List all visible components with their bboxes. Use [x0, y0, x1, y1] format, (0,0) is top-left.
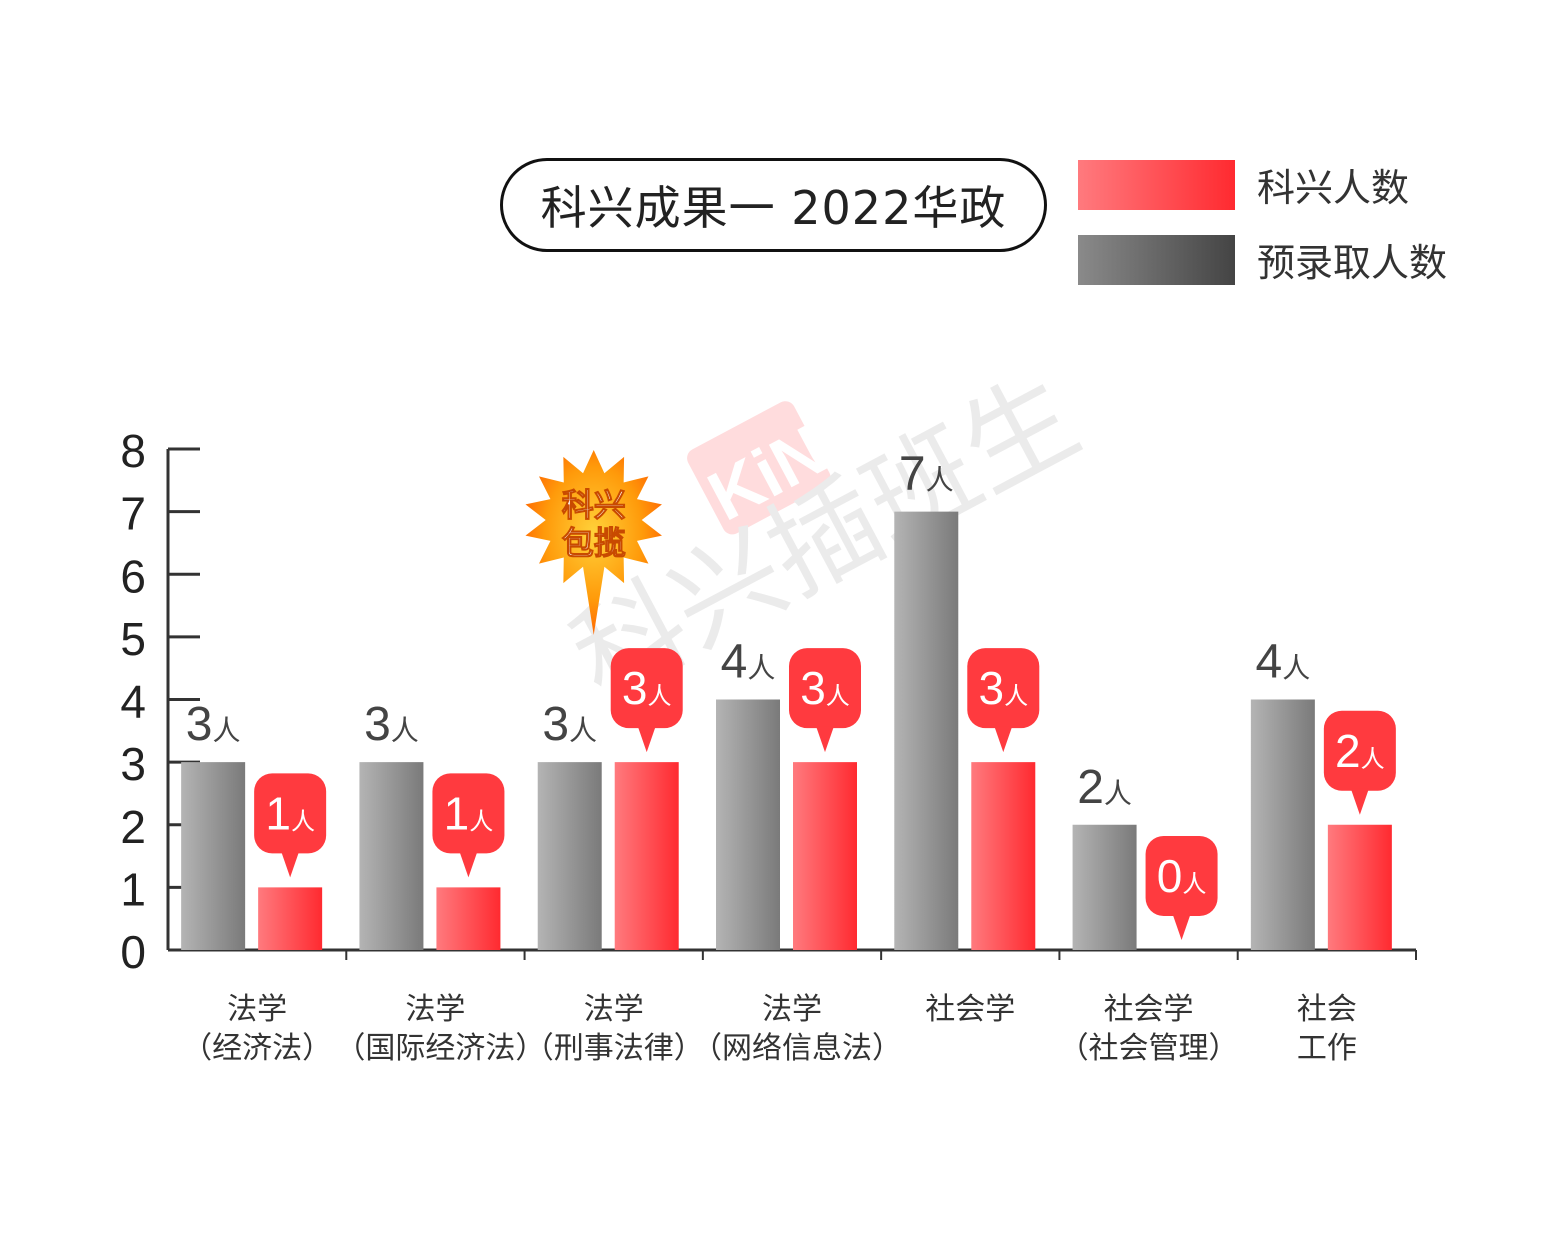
y-tick-label: 5 [120, 613, 146, 665]
callout-bubble [432, 773, 505, 854]
legend-label-keyxing: 科兴人数 [1257, 166, 1410, 210]
label-admit: 4人 [721, 636, 776, 689]
callout-bubble [610, 648, 683, 729]
callout-keyxing: 3人 [610, 648, 683, 753]
callout-keyxing: 2人 [1323, 710, 1396, 815]
callout-keyxing: 0人 [1145, 836, 1218, 940]
callout-pointer [994, 726, 1013, 753]
callout-keyxing: 3人 [789, 648, 861, 753]
callout-bubble [789, 648, 861, 729]
bar-admit [1072, 824, 1137, 950]
callout-pointer [459, 851, 478, 878]
y-tick-label: 3 [120, 738, 146, 790]
bar-keyxing [793, 762, 857, 950]
x-category-label: 法学 （经济法） [182, 992, 333, 1066]
callout-keyxing: 3人 [967, 648, 1040, 753]
label-keyxing: 2人 [1335, 725, 1385, 777]
x-category-label: 社会学 （社会管理） [1058, 992, 1239, 1066]
y-tick-label: 8 [120, 425, 146, 477]
legend-item-admit: 预录取人数 [1078, 232, 1447, 287]
y-tick-label: 6 [120, 550, 146, 602]
label-keyxing: 3人 [622, 662, 672, 714]
bar-admit [359, 762, 424, 950]
starburst-shape [525, 450, 662, 635]
x-category-label: 社会 工作 [1296, 992, 1357, 1066]
label-admit: 3人 [364, 698, 419, 751]
bar-keyxing [1327, 824, 1392, 950]
x-category-label: 社会学 [925, 992, 1016, 1027]
label-admit: 3人 [542, 698, 597, 751]
y-tick-label: 7 [120, 488, 146, 540]
legend-item-keyxing: 科兴人数 [1078, 157, 1409, 212]
x-category-label: 法学 （刑事法律） [523, 992, 704, 1066]
y-tick-label: 4 [120, 676, 146, 728]
callout-pointer [1350, 788, 1369, 815]
chart-title: 科兴成果一 2022华政 [500, 158, 1047, 252]
bar-admit [537, 762, 602, 950]
callout-bubble [1323, 710, 1396, 791]
annotation-text: 科兴 [562, 486, 626, 524]
bar-keyxing [971, 762, 1036, 950]
bar-admit [1250, 699, 1315, 950]
callout-pointer [281, 851, 300, 878]
label-keyxing: 3人 [800, 662, 850, 714]
callout-bubble [967, 648, 1040, 729]
callout-pointer [1172, 914, 1191, 940]
x-category-label: 法学 （国际经济法） [335, 992, 546, 1066]
label-keyxing: 1人 [265, 787, 315, 839]
callout-pointer [816, 726, 834, 753]
bar-keyxing [258, 887, 323, 950]
legend-swatch-keyxing [1078, 159, 1235, 210]
bar-keyxing [614, 762, 679, 950]
legend-swatch-admit [1078, 234, 1235, 285]
label-admit: 3人 [186, 698, 241, 751]
callout-keyxing: 1人 [254, 773, 327, 878]
label-keyxing: 0人 [1157, 850, 1207, 902]
bar-admit [894, 511, 959, 950]
callout-bubble [254, 773, 327, 854]
label-admit: 2人 [1077, 761, 1132, 814]
bar-admit [716, 699, 780, 950]
legend-label-admit: 预录取人数 [1257, 241, 1448, 285]
y-tick-label: 2 [120, 801, 146, 853]
bar-admit [181, 762, 246, 950]
label-admit: 7人 [899, 448, 954, 501]
label-admit: 4人 [1255, 636, 1310, 689]
label-keyxing: 1人 [444, 787, 494, 839]
y-tick-label: 1 [120, 863, 146, 915]
callout-pointer [637, 726, 656, 753]
x-category-label: 法学 （网络信息法） [692, 992, 902, 1066]
label-keyxing: 3人 [978, 662, 1028, 714]
bar-keyxing [436, 887, 501, 950]
callout-keyxing: 1人 [432, 773, 505, 878]
callout-bubble [1145, 836, 1218, 916]
annotation-text: 包揽 [562, 524, 626, 562]
y-tick-label: 0 [120, 926, 146, 978]
